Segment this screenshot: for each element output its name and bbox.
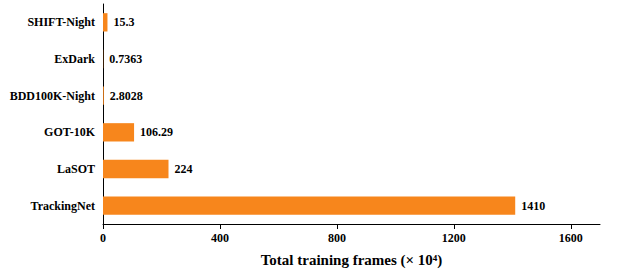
- svg-text:15.3: 15.3: [113, 15, 134, 29]
- svg-text:Total training frames (× 10⁴): Total training frames (× 10⁴): [261, 252, 443, 269]
- svg-text:2.8028: 2.8028: [110, 89, 143, 103]
- svg-text:GOT-10K: GOT-10K: [44, 125, 96, 139]
- svg-text:1410: 1410: [521, 199, 545, 213]
- svg-text:400: 400: [211, 231, 229, 245]
- svg-text:0.7363: 0.7363: [109, 52, 142, 66]
- svg-text:0: 0: [100, 231, 106, 245]
- svg-text:TrackingNet: TrackingNet: [31, 199, 95, 213]
- svg-text:1200: 1200: [442, 231, 466, 245]
- svg-text:106.29: 106.29: [140, 125, 173, 139]
- svg-text:1600: 1600: [559, 231, 583, 245]
- svg-text:ExDark: ExDark: [54, 52, 95, 66]
- svg-text:224: 224: [174, 162, 192, 176]
- svg-text:800: 800: [328, 231, 346, 245]
- svg-text:LaSOT: LaSOT: [57, 162, 95, 176]
- svg-text:SHIFT-Night: SHIFT-Night: [27, 15, 95, 29]
- svg-text:BDD100K-Night: BDD100K-Night: [10, 89, 95, 103]
